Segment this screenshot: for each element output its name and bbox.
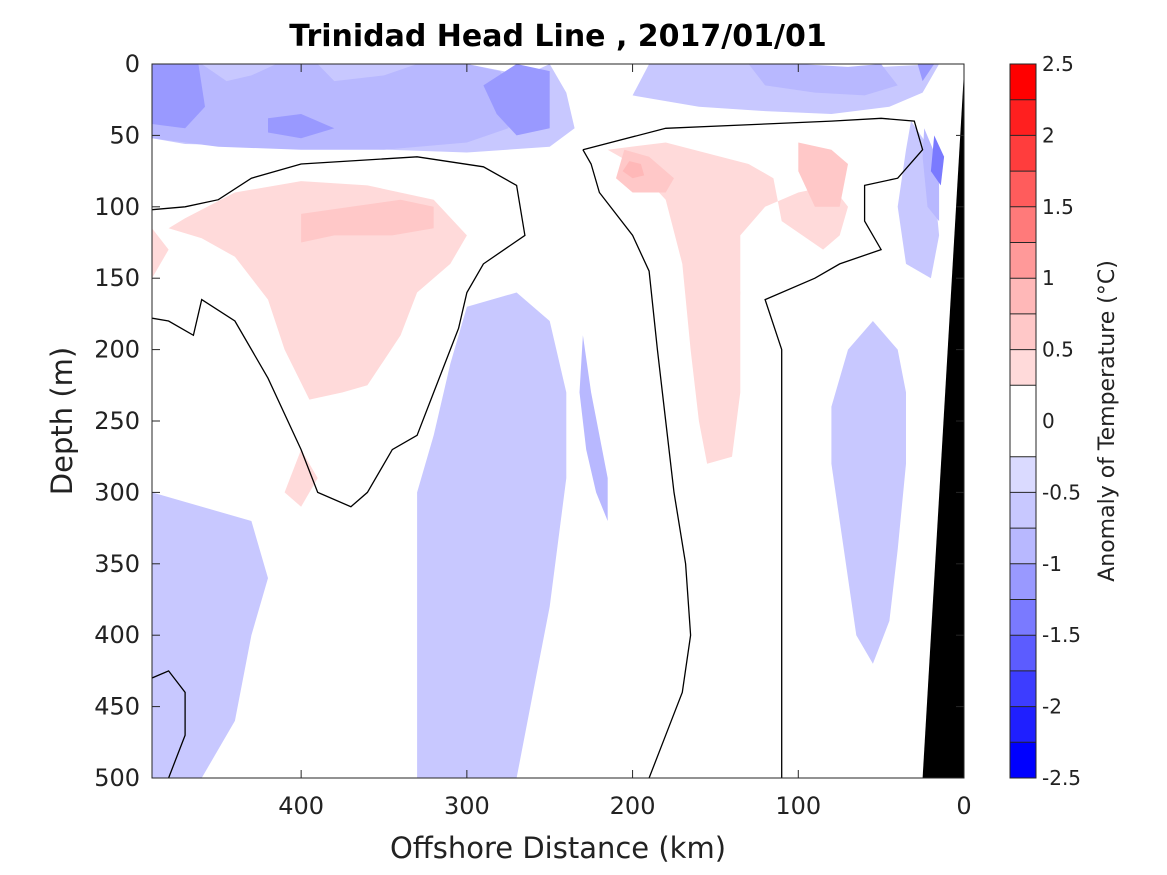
contour-region-14 — [152, 228, 169, 279]
colorbar-tick-label-2.5: 2.5 — [1042, 52, 1074, 76]
contour-region-1 — [152, 64, 517, 150]
colorbar — [1010, 64, 1036, 778]
x-tick-label-200: 200 — [610, 792, 656, 820]
colorbar-tick-label-2: 2 — [1042, 123, 1055, 147]
x-tick-label-0: 0 — [956, 792, 971, 820]
colorbar-band-3 — [1010, 635, 1036, 671]
colorbar-frame — [1009, 63, 1037, 779]
contour-region-19 — [622, 161, 645, 179]
colorbar-tick-label-1.5: 1.5 — [1042, 195, 1074, 219]
y-tick-label-400: 400 — [94, 621, 140, 649]
contour-region-22 — [152, 492, 268, 778]
contour-region-6 — [748, 64, 898, 96]
contour-region-21 — [698, 235, 741, 379]
y-tick-label-300: 300 — [94, 478, 140, 506]
x-tick-label-400: 400 — [278, 792, 324, 820]
colorbar-band-14 — [1010, 206, 1036, 243]
colorbar-band-7 — [1010, 492, 1036, 529]
zero-contour-line-1 — [582, 149, 692, 778]
x-tick-label-100: 100 — [775, 792, 821, 820]
zero-contour-line-2 — [582, 117, 924, 778]
contour-region-10 — [930, 135, 945, 186]
x-tick-label-300: 300 — [444, 792, 490, 820]
bathymetry-region — [922, 71, 964, 778]
colorbar-tick-label--1.5: -1.5 — [1042, 623, 1081, 647]
contour-region-4 — [268, 114, 335, 139]
colorbar-band-15 — [1010, 171, 1036, 207]
colorbar-tick-label-0: 0 — [1042, 409, 1055, 433]
colorbar-band-0 — [1010, 742, 1036, 778]
colorbar-band-16 — [1010, 135, 1036, 172]
y-axis-ticks: 0 50 100 150 200 250 300 350 400 450 500 — [94, 50, 964, 792]
colorbar-ticks: 2.5 2 1.5 1 0.5 0 -0.5 -1 -1.5 -2 -2.5 — [1042, 52, 1081, 790]
y-tick-label-350: 350 — [94, 550, 140, 578]
contour-region-18 — [616, 149, 674, 193]
x-axis-ticks: 400 300 200 100 0 — [278, 64, 972, 820]
zero-contour-line-0 — [152, 156, 526, 508]
zero-contour-line-3 — [152, 670, 186, 778]
contour-region-20 — [798, 142, 848, 207]
colorbar-tick-label--2: -2 — [1042, 695, 1062, 719]
y-axis-label: Depth (m) — [45, 347, 79, 495]
colorbar-band-12 — [1010, 278, 1036, 314]
colorbar-tick-label--0.5: -0.5 — [1042, 480, 1081, 504]
colorbar-band-2 — [1010, 670, 1036, 707]
contour-region-12 — [168, 181, 467, 400]
contour-region-7 — [917, 64, 935, 82]
colorbar-band-8 — [1010, 456, 1036, 493]
contour-fills — [152, 64, 945, 778]
zero-contour-lines — [152, 117, 924, 778]
colorbar-tick-label--1: -1 — [1042, 552, 1062, 576]
y-tick-label-100: 100 — [94, 193, 140, 221]
colorbar-label: Anomaly of Temperature (°C) — [1095, 260, 1120, 582]
y-tick-label-200: 200 — [94, 336, 140, 364]
colorbar-band-5 — [1010, 563, 1036, 600]
colorbar-tick-label--2.5: -2.5 — [1042, 766, 1081, 790]
colorbar-band-11 — [1010, 313, 1036, 350]
y-tick-label-450: 450 — [94, 693, 140, 721]
contour-region-13 — [301, 199, 434, 243]
colorbar-band-6 — [1010, 528, 1036, 564]
contour-region-25 — [831, 321, 906, 664]
y-tick-label-500: 500 — [94, 764, 140, 792]
contour-region-2 — [152, 64, 205, 129]
x-axis-label: Offshore Distance (km) — [390, 831, 726, 865]
contour-region-9 — [922, 128, 940, 222]
contour-region-24 — [579, 335, 608, 521]
colorbar-band-1 — [1010, 706, 1036, 743]
contour-region-16 — [582, 128, 906, 679]
colorbar-band-9 — [1010, 385, 1036, 457]
y-tick-label-250: 250 — [94, 407, 140, 435]
contour-region-3 — [483, 64, 550, 136]
chart-title: Trinidad Head Line , 2017/01/01 — [289, 19, 826, 54]
colorbar-band-13 — [1010, 242, 1036, 279]
colorbar-band-4 — [1010, 599, 1036, 636]
colorbar-band-10 — [1010, 349, 1036, 386]
y-tick-label-50: 50 — [109, 121, 140, 149]
colorbar-tick-label-0.5: 0.5 — [1042, 338, 1074, 362]
y-tick-label-0: 0 — [125, 50, 140, 78]
colorbar-band-17 — [1010, 99, 1036, 136]
colorbar-tick-label-1: 1 — [1042, 266, 1055, 290]
contour-region-15 — [284, 449, 318, 507]
y-tick-label-150: 150 — [94, 264, 140, 292]
contour-region-23 — [417, 292, 567, 778]
colorbar-band-18 — [1010, 64, 1036, 100]
